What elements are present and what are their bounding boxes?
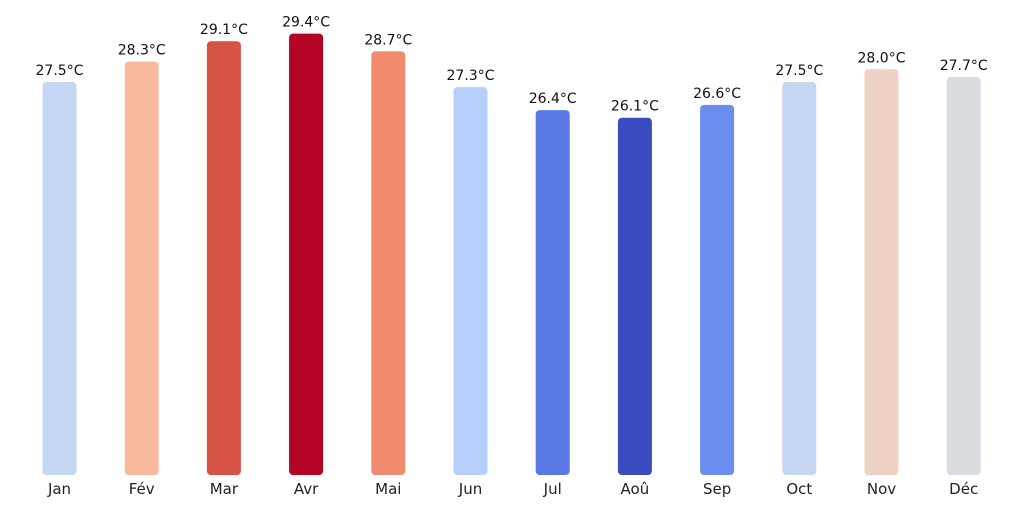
value-label-oct: 27.5°C bbox=[775, 63, 823, 79]
bar-mar bbox=[206, 41, 241, 475]
x-tick-label-mai: Mai bbox=[375, 480, 401, 498]
value-label-fev: 28.3°C bbox=[118, 43, 166, 59]
x-tick-label-dec: Déc bbox=[949, 480, 978, 498]
bar-jul bbox=[535, 110, 570, 475]
value-label-mai: 28.7°C bbox=[364, 32, 412, 48]
x-tick-label-sep: Sep bbox=[703, 480, 731, 498]
x-tick-label-oct: Oct bbox=[786, 480, 812, 498]
value-label-jul: 26.4°C bbox=[529, 91, 577, 107]
value-label-nov: 28.0°C bbox=[858, 50, 906, 66]
bar-avr bbox=[289, 33, 324, 475]
x-tick-label-jan: Jan bbox=[47, 480, 71, 498]
value-label-dec: 27.7°C bbox=[940, 58, 988, 74]
bar-aou bbox=[617, 117, 652, 475]
value-label-sep: 26.6°C bbox=[693, 86, 741, 102]
value-label-mar: 29.1°C bbox=[200, 22, 248, 38]
value-labels-group: 27.5°C 28.3°C 29.1°C 29.4°C 28.7°C 27.3°C 26.4… bbox=[36, 15, 988, 115]
bar-jan bbox=[42, 82, 77, 475]
x-tick-label-mar: Mar bbox=[210, 480, 239, 498]
bar-fev bbox=[124, 61, 159, 475]
value-label-avr: 29.4°C bbox=[282, 15, 330, 31]
bars-group bbox=[42, 33, 981, 476]
x-tick-label-jun: Jun bbox=[458, 480, 482, 498]
bar-oct bbox=[782, 82, 817, 475]
bar-mai bbox=[371, 51, 406, 476]
x-tick-label-jul: Jul bbox=[543, 480, 562, 498]
bar-sep bbox=[700, 104, 735, 476]
bar-nov bbox=[864, 69, 899, 476]
value-label-jan: 27.5°C bbox=[36, 63, 84, 79]
bar-dec bbox=[946, 76, 981, 476]
x-tick-label-nov: Nov bbox=[867, 480, 896, 498]
x-tick-labels-group: Jan Fév Mar Avr Mai Jun Jul Aoû Sep Oct Nov Déc bbox=[47, 480, 978, 498]
bar-jun bbox=[453, 87, 488, 475]
x-tick-label-aou: Aoû bbox=[621, 480, 650, 498]
value-label-jun: 27.3°C bbox=[447, 68, 495, 84]
value-label-aou: 26.1°C bbox=[611, 99, 659, 115]
x-tick-label-fev: Fév bbox=[129, 480, 155, 498]
x-tick-label-avr: Avr bbox=[294, 480, 319, 498]
